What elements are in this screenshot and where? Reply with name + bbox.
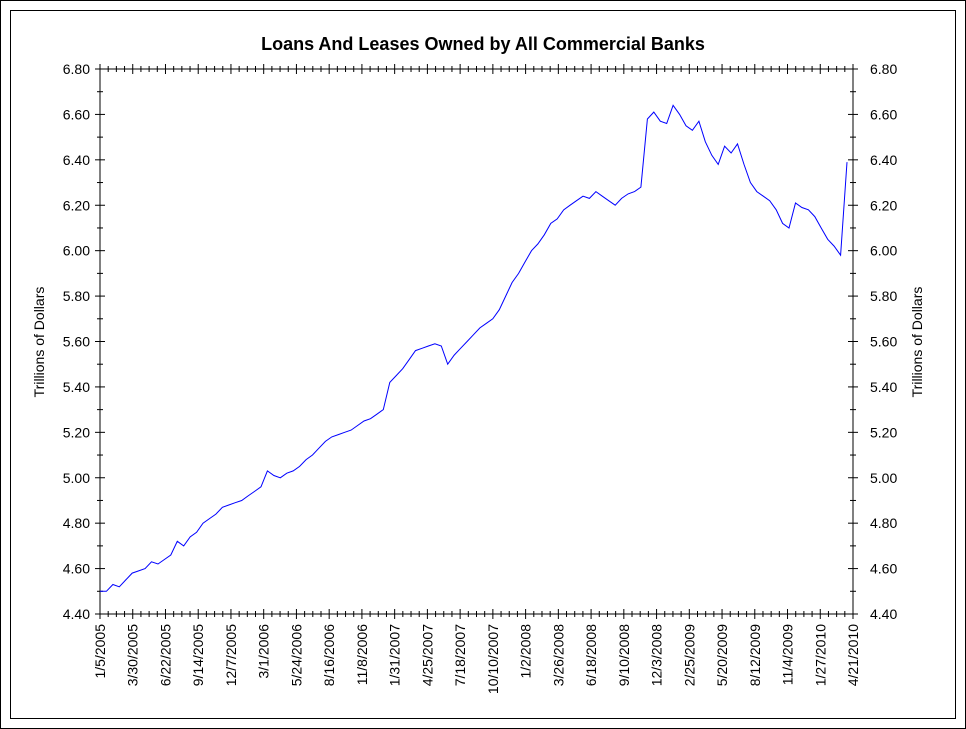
x-tick-label: 6/22/2005: [157, 624, 173, 686]
y-tick-label-left: 4.40: [63, 606, 90, 622]
series-group: [100, 104, 848, 592]
x-tick-label: 12/7/2005: [223, 624, 239, 686]
y-tick-label-right: 4.80: [870, 515, 897, 531]
y-tick-label-left: 6.20: [63, 197, 90, 213]
y-tick-label-left: 6.00: [63, 243, 90, 259]
x-tick-label: 4/25/2007: [419, 624, 435, 686]
x-tick-label: 8/16/2006: [321, 624, 337, 686]
chart-title: Loans And Leases Owned by All Commercial…: [261, 34, 705, 54]
x-tick-label: 1/2/2008: [518, 624, 534, 679]
x-tick-label: 9/10/2008: [616, 624, 632, 686]
y-tick-label-right: 5.80: [870, 288, 897, 304]
x-tick-label: 9/14/2005: [190, 624, 206, 686]
x-tick-label: 11/8/2006: [354, 624, 370, 685]
y-tick-label-left: 5.00: [63, 470, 90, 486]
x-tick-label: 8/12/2009: [747, 624, 763, 686]
y-tick-label-right: 5.60: [870, 334, 897, 350]
y-tick-labels-left: 4.40 4.60 4.80 5.00 5.20 5.40 5.60 5.80 6.00 6.20…: [63, 61, 90, 622]
y-tick-label-right: 6.00: [870, 243, 897, 259]
y-tick-label-right: 5.40: [870, 379, 897, 395]
y-tick-label-right: 6.20: [870, 197, 897, 213]
x-tick-label: 1/27/2010: [812, 624, 828, 686]
y-tick-label-right: 5.20: [870, 424, 897, 440]
x-tick-label: 5/24/2006: [288, 624, 304, 686]
x-tick-label: 1/5/2005: [92, 624, 108, 679]
y-tick-label-right: 6.60: [870, 106, 897, 122]
chart-border: [10, 10, 956, 719]
x-tick-label: 10/10/2007: [485, 624, 501, 694]
axes: [95, 64, 858, 619]
y-axis-label-right: Trillions of Dollars: [909, 287, 925, 398]
x-tick-label: 3/1/2006: [256, 624, 272, 679]
y-tick-label-left: 6.60: [63, 106, 90, 122]
y-tick-label-left: 6.80: [63, 61, 90, 77]
y-tick-label-left: 5.80: [63, 288, 90, 304]
x-tick-label: 4/21/2010: [845, 624, 861, 686]
y-axis-label-left: Trillions of Dollars: [31, 287, 47, 398]
x-tick-label: 7/18/2007: [452, 624, 468, 686]
y-tick-label-right: 6.80: [870, 61, 897, 77]
x-tick-label: 3/26/2008: [550, 624, 566, 686]
x-tick-label: 2/25/2009: [681, 624, 697, 686]
series-line: [100, 104, 848, 592]
x-tick-label: 1/31/2007: [387, 624, 403, 686]
y-tick-label-right: 5.00: [870, 470, 897, 486]
y-tick-label-left: 4.60: [63, 561, 90, 577]
x-tick-label: 5/20/2009: [714, 624, 730, 686]
y-tick-label-left: 5.60: [63, 334, 90, 350]
x-tick-labels: 1/5/2005 3/30/2005 6/22/2005 9/14/2005 12/7/…: [92, 624, 861, 694]
y-tick-label-left: 5.40: [63, 379, 90, 395]
y-tick-label-left: 6.40: [63, 152, 90, 168]
y-tick-label-left: 5.20: [63, 424, 90, 440]
y-tick-label-right: 6.40: [870, 152, 897, 168]
x-tick-label: 11/4/2009: [780, 624, 796, 685]
y-tick-labels-right: 4.40 4.60 4.80 5.00 5.20 5.40 5.60 5.80 6.00 6.20…: [870, 61, 897, 622]
y-tick-label-left: 4.80: [63, 515, 90, 531]
x-tick-label: 6/18/2008: [583, 624, 599, 686]
y-tick-label-right: 4.40: [870, 606, 897, 622]
x-tick-label: 12/3/2008: [649, 624, 665, 686]
y-tick-label-right: 4.60: [870, 561, 897, 577]
x-tick-label: 3/30/2005: [125, 624, 141, 686]
